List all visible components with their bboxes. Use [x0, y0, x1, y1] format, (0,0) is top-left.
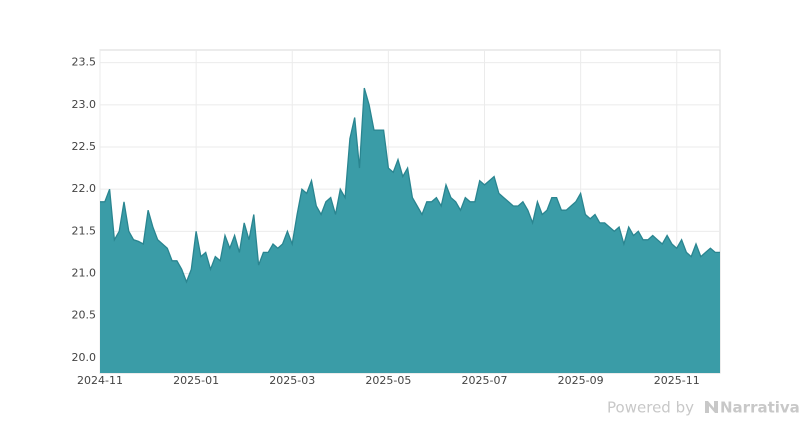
y-tick-label: 22.5	[72, 140, 97, 153]
x-tick-label: 2025-11	[654, 374, 700, 387]
x-tick-label: 2025-03	[269, 374, 315, 387]
x-tick-label: 2025-01	[173, 374, 219, 387]
x-tick-label: 2024-11	[77, 374, 123, 387]
area	[100, 88, 720, 373]
x-tick-label: 2025-05	[365, 374, 411, 387]
x-tick-label: 2025-07	[462, 374, 508, 387]
footer-prefix: Powered by	[607, 399, 694, 417]
y-tick-label: 21.5	[72, 224, 97, 237]
labels: 20.0 20.5 21.0 21.5 22.0 22.5 23.0 23.5 2024-11 2…	[72, 56, 700, 387]
x-tick-label: 2025-09	[558, 374, 604, 387]
y-tick-label: 21.0	[72, 266, 97, 279]
line	[100, 87, 720, 284]
y-tick-label: 23.5	[72, 56, 97, 69]
y-tick-label: 23.0	[72, 98, 97, 111]
footer-logo	[705, 401, 718, 413]
y-tick-label: 20.5	[72, 309, 97, 322]
footer-brand: Narrativa	[720, 399, 800, 417]
y-tick-label: 22.0	[72, 182, 97, 195]
marks	[100, 87, 720, 373]
y-tick-label: 20.0	[72, 351, 97, 364]
